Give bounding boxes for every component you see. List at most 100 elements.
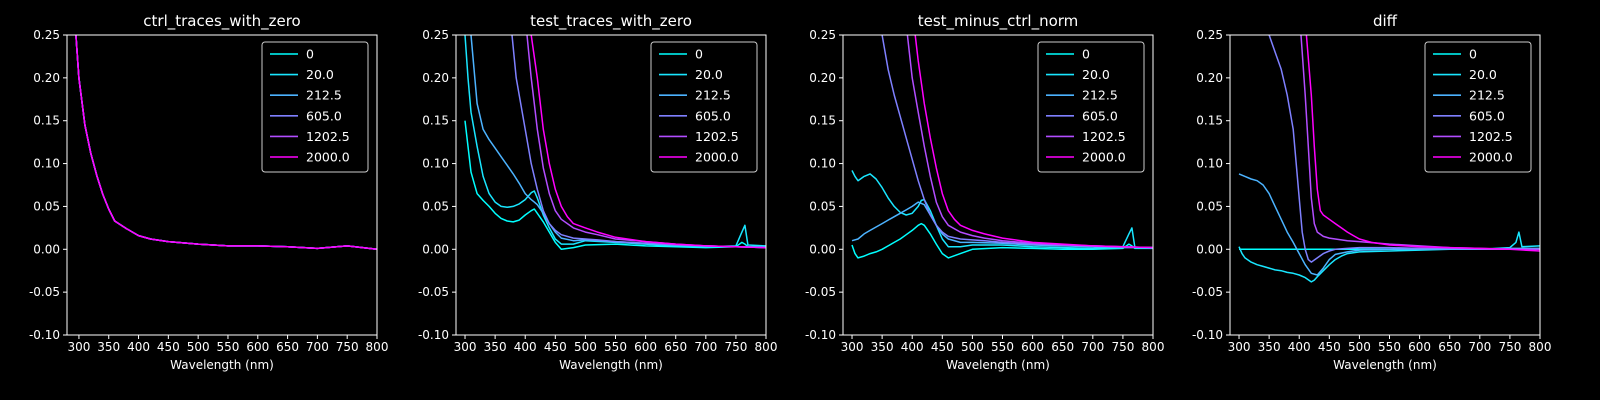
chart-title: test_traces_with_zero <box>530 12 692 31</box>
y-tick-label: 0.00 <box>1196 242 1223 256</box>
x-tick-label: 500 <box>187 340 210 354</box>
y-tick-label: 0.25 <box>422 28 449 42</box>
series-line-20.0 <box>851 170 1153 250</box>
y-tick-label: 0.20 <box>33 71 60 85</box>
y-tick-label: -0.10 <box>418 328 449 342</box>
y-tick-label: 0.10 <box>422 157 449 171</box>
series-group <box>75 35 377 251</box>
x-tick-label: 700 <box>306 340 329 354</box>
legend-label: 2000.0 <box>695 150 739 165</box>
legend-label: 20.0 <box>306 67 334 82</box>
y-tick-label: -0.05 <box>29 285 60 299</box>
chart-title: test_minus_ctrl_norm <box>918 12 1079 31</box>
x-tick-label: 700 <box>1468 340 1491 354</box>
x-axis-label: Wavelength (nm) <box>946 358 1050 372</box>
y-tick-label: 0.25 <box>809 28 836 42</box>
legend: 0 20.0 212.5 605.0 1202.5 2000.0 <box>1037 41 1145 173</box>
y-tick-label: -0.10 <box>1192 328 1223 342</box>
y-tick-label: -0.10 <box>29 328 60 342</box>
series-line-0 <box>464 120 766 251</box>
x-tick-label: 550 <box>604 340 627 354</box>
y-tick-label: 0.20 <box>422 71 449 85</box>
x-tick-label: 450 <box>544 340 567 354</box>
chart-panel-2: test_minus_ctrl_norm 300 350 400 450 500 550 60… <box>805 12 1165 372</box>
x-tick-label: 300 <box>67 340 90 354</box>
legend-label: 0 <box>1469 47 1477 62</box>
legend: 0 20.0 212.5 605.0 1202.5 2000.0 <box>650 41 758 173</box>
x-tick-label: 350 <box>1258 340 1281 354</box>
x-tick-label: 650 <box>664 340 687 354</box>
y-tick-label: 0.00 <box>422 242 449 256</box>
y-tick-label: 0.25 <box>33 28 60 42</box>
x-tick-label: 650 <box>1438 340 1461 354</box>
y-tick-label: -0.10 <box>805 328 836 342</box>
x-tick-label: 400 <box>514 340 537 354</box>
x-tick-label: 500 <box>961 340 984 354</box>
y-tick-label: 0.25 <box>1196 28 1223 42</box>
x-tick-label: 550 <box>217 340 240 354</box>
legend-label: 212.5 <box>1082 88 1118 103</box>
series-line-605.0 <box>1268 35 1540 263</box>
x-tick-label: 500 <box>1348 340 1371 354</box>
x-tick-label: 600 <box>634 340 657 354</box>
x-tick-label: 750 <box>1498 340 1521 354</box>
series-group <box>1238 35 1540 283</box>
series-group <box>464 35 766 251</box>
legend-label: 2000.0 <box>1082 150 1126 165</box>
legend: 0 20.0 212.5 605.0 1202.5 2000.0 <box>261 41 369 173</box>
y-tick-label: 0.15 <box>33 114 60 128</box>
x-tick-label: 700 <box>694 340 717 354</box>
series-group <box>851 35 1153 259</box>
x-tick-label: 350 <box>97 340 120 354</box>
legend-label: 212.5 <box>695 88 731 103</box>
x-tick-label: 750 <box>724 340 747 354</box>
x-axis-label: Wavelength (nm) <box>1333 358 1437 372</box>
x-tick-label: 350 <box>871 340 894 354</box>
x-tick-label: 400 <box>1288 340 1311 354</box>
series-line-2000.0 <box>914 35 1153 249</box>
x-axis-label: Wavelength (nm) <box>170 358 274 372</box>
x-tick-label: 400 <box>901 340 924 354</box>
x-tick-label: 550 <box>991 340 1014 354</box>
x-tick-label: 450 <box>931 340 954 354</box>
y-tick-label: 0.20 <box>809 71 836 85</box>
x-tick-label: 800 <box>366 340 389 354</box>
y-tick-label: 0.05 <box>1196 199 1223 213</box>
legend-label: 212.5 <box>1469 88 1505 103</box>
y-tick-label: -0.05 <box>1192 285 1223 299</box>
x-tick-label: 500 <box>574 340 597 354</box>
x-tick-label: 800 <box>755 340 778 354</box>
y-tick-label: -0.05 <box>418 285 449 299</box>
series-line-212.5 <box>851 201 1153 249</box>
plot-frame <box>66 34 378 336</box>
y-tick-label: -0.05 <box>805 285 836 299</box>
y-tick-label: 0.05 <box>809 199 836 213</box>
legend-label: 1202.5 <box>306 129 350 144</box>
series-line-605.0 <box>511 35 766 249</box>
x-tick-label: 450 <box>1318 340 1341 354</box>
x-tick-label: 300 <box>1228 340 1251 354</box>
plot-frame <box>1229 34 1541 336</box>
series-line-2000.0 <box>530 35 766 249</box>
x-tick-label: 400 <box>127 340 150 354</box>
legend-label: 1202.5 <box>1082 129 1126 144</box>
x-tick-label: 600 <box>1021 340 1044 354</box>
x-tick-label: 450 <box>157 340 180 354</box>
chart-title: diff <box>1373 12 1398 30</box>
y-tick-label: 0.05 <box>422 199 449 213</box>
y-tick-label: 0.15 <box>1196 114 1223 128</box>
x-tick-label: 300 <box>841 340 864 354</box>
legend-label: 2000.0 <box>306 150 350 165</box>
legend-label: 605.0 <box>1469 108 1505 123</box>
series-line-212.5 <box>1238 173 1540 276</box>
series-line-0 <box>851 222 1153 259</box>
legend: 0 20.0 212.5 605.0 1202.5 2000.0 <box>1424 41 1532 173</box>
y-tick-label: 0.10 <box>1196 157 1223 171</box>
x-axis-label: Wavelength (nm) <box>559 358 663 372</box>
y-tick-label: 0.00 <box>33 242 60 256</box>
y-tick-label: 0.10 <box>33 157 60 171</box>
x-tick-label: 650 <box>1051 340 1074 354</box>
legend-label: 212.5 <box>306 88 342 103</box>
legend-label: 0 <box>306 47 314 62</box>
